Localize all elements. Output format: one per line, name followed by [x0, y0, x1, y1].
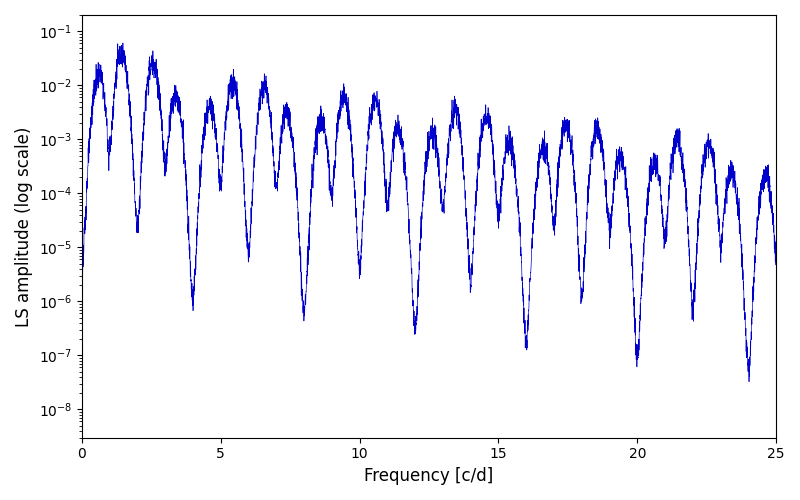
Y-axis label: LS amplitude (log scale): LS amplitude (log scale) — [15, 126, 33, 326]
X-axis label: Frequency [c/d]: Frequency [c/d] — [364, 467, 494, 485]
